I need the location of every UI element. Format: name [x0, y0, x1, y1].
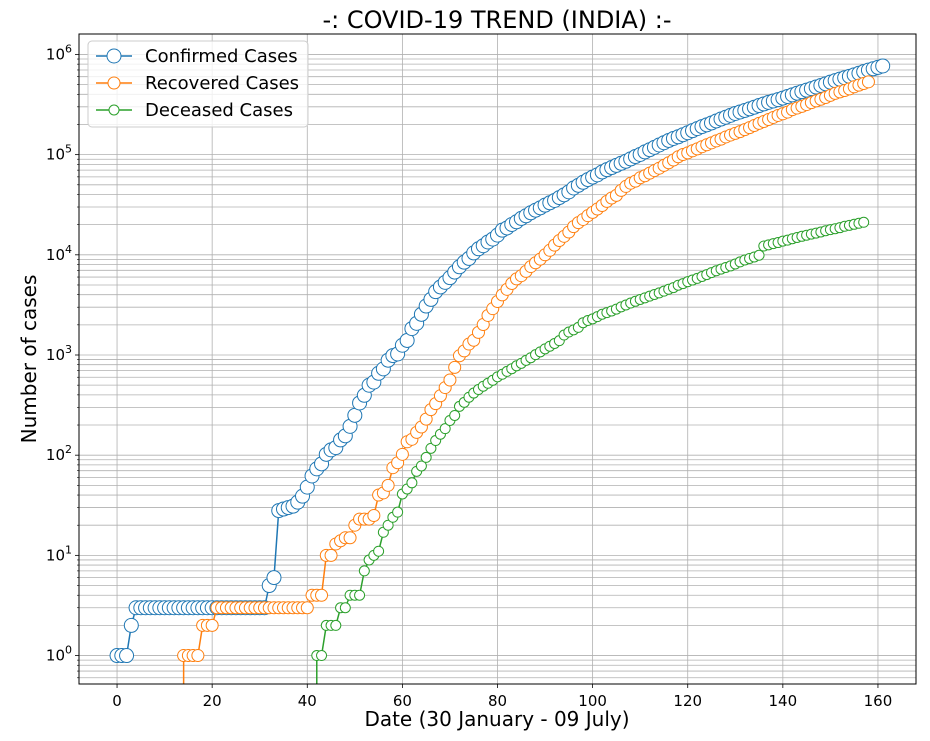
x-tick-label: 60: [393, 692, 412, 710]
recovered-cases-point: [300, 601, 314, 615]
recovered-cases-point: [861, 75, 875, 89]
deceased-cases-line: [316, 221, 864, 684]
y-tick-label: 104: [46, 243, 72, 264]
series-layer: [109, 58, 891, 684]
y-tick-label: 101: [46, 543, 72, 564]
deceased-cases-point: [392, 506, 404, 518]
recovered-cases-point: [395, 447, 409, 461]
confirmed-cases-legend-marker: [106, 48, 122, 64]
deceased-cases-point: [382, 519, 394, 531]
x-tick-label: 140: [769, 692, 798, 710]
recovered-cases-point: [381, 478, 395, 492]
x-tick-label: 40: [298, 692, 317, 710]
confirmed-cases-point: [875, 58, 891, 74]
recovered-cases-point: [205, 618, 219, 632]
recovered-cases-series: [177, 75, 875, 684]
deceased-cases-point: [358, 565, 370, 577]
x-axis: 0 20 40 60 80 100 120 140 160: [112, 684, 892, 710]
deceased-cases-point: [316, 650, 328, 662]
deceased-cases-series: [311, 216, 870, 684]
y-axis: 100 101 102 103 104 105 106: [46, 42, 79, 679]
deceased-cases-point: [425, 442, 437, 454]
deceased-cases-point: [753, 249, 765, 261]
y-tick-label: 100: [46, 644, 72, 665]
recovered-cases-point: [343, 531, 357, 545]
y-tick-label: 105: [46, 143, 72, 164]
recovered-cases-point: [191, 649, 205, 663]
confirmed-cases-legend-label: Confirmed Cases: [145, 46, 298, 67]
confirmed-cases-point: [123, 617, 139, 633]
x-axis-label: Date (30 January - 09 July): [364, 707, 629, 731]
deceased-cases-legend-label: Deceased Cases: [145, 100, 293, 121]
recovered-cases-line: [182, 81, 869, 684]
y-tick-label: 106: [46, 42, 72, 63]
grid: [79, 34, 916, 684]
deceased-cases-point: [330, 619, 342, 631]
y-axis-label: Number of cases: [17, 275, 41, 444]
deceased-cases-point: [415, 460, 427, 472]
x-tick-label: 100: [578, 692, 607, 710]
deceased-cases-point: [406, 477, 418, 489]
recovered-cases-legend-label: Recovered Cases: [145, 73, 299, 94]
deceased-cases-point: [439, 423, 451, 435]
confirmed-cases-series: [109, 58, 891, 664]
legend: Confirmed Cases Recovered Cases Deceased C…: [87, 40, 309, 128]
x-tick-label: 20: [203, 692, 222, 710]
x-tick-label: 160: [864, 692, 893, 710]
chart-title: -: COVID-19 TREND (INDIA) :-: [322, 6, 671, 34]
deceased-cases-point: [373, 545, 385, 557]
confirmed-cases-point: [119, 648, 135, 664]
y-tick-label: 102: [46, 443, 72, 464]
recovered-cases-point: [448, 360, 462, 374]
deceased-cases-point: [420, 451, 432, 463]
deceased-cases-point: [449, 409, 461, 421]
deceased-cases-point: [858, 216, 870, 228]
y-tick-label: 103: [46, 343, 72, 364]
legend-frame: [87, 40, 309, 128]
x-tick-label: 80: [488, 692, 507, 710]
recovered-cases-legend-marker: [107, 76, 121, 90]
confirmed-cases-point: [266, 570, 282, 586]
deceased-cases-point: [354, 589, 366, 601]
recovered-cases-point: [443, 373, 457, 387]
x-tick-label: 0: [112, 692, 122, 710]
recovered-cases-point: [315, 588, 329, 602]
recovered-cases-point: [324, 548, 338, 562]
deceased-cases-point: [339, 602, 351, 614]
x-tick-label: 120: [673, 692, 702, 710]
recovered-cases-point: [367, 508, 381, 522]
deceased-cases-legend-marker: [108, 104, 120, 116]
